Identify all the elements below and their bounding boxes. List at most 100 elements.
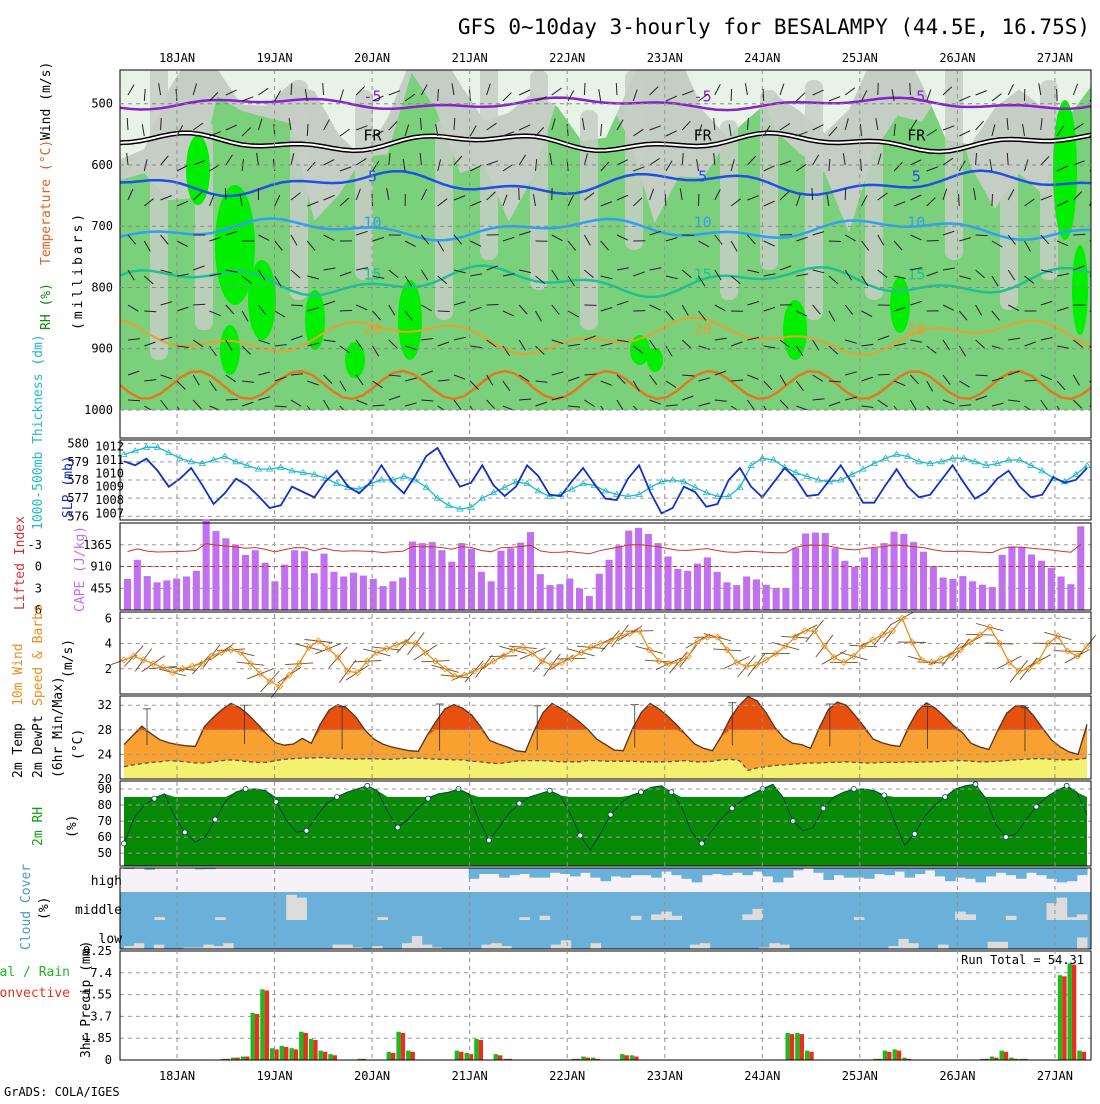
precip-total-bar bbox=[241, 1057, 245, 1061]
cloud-middle-gap bbox=[286, 895, 297, 920]
cape-bar bbox=[183, 577, 190, 611]
wind-barb bbox=[616, 83, 617, 95]
date-label-bottom: 27JAN bbox=[1037, 1069, 1073, 1083]
date-label-top: 20JAN bbox=[354, 51, 390, 65]
wind-tick-label: 2 bbox=[105, 662, 112, 676]
cloud-middle-gap bbox=[651, 914, 662, 920]
cloud-low-gap bbox=[154, 945, 164, 949]
cloud-high-bar bbox=[1006, 868, 1017, 875]
wind-barb bbox=[976, 235, 988, 236]
cape-bar bbox=[792, 548, 799, 610]
cloud-high-bar bbox=[905, 868, 916, 878]
cape-bar bbox=[212, 531, 219, 610]
cape-bar bbox=[684, 571, 691, 610]
rh-saturated-spot bbox=[1053, 100, 1077, 240]
cloud-high-bar bbox=[702, 868, 713, 875]
wind-barb bbox=[845, 188, 846, 200]
lifted-index-tick-label: 0 bbox=[35, 560, 42, 574]
date-label-top: 21JAN bbox=[452, 51, 488, 65]
cloud-high-bar bbox=[671, 868, 682, 875]
precip-unit-label: 3hr Precip (mm) bbox=[79, 941, 94, 1058]
cloud-middle-gap bbox=[1057, 898, 1068, 920]
cape-bar bbox=[1048, 568, 1055, 610]
precip-convective-bar bbox=[1004, 1052, 1008, 1060]
precip-convective-bar bbox=[304, 1033, 308, 1060]
cape-bar bbox=[782, 588, 789, 610]
pressure-tick-label: 800 bbox=[91, 280, 113, 294]
rh-point bbox=[669, 790, 674, 795]
cloud-high-bar bbox=[945, 868, 956, 881]
date-label-top: 25JAN bbox=[842, 51, 878, 65]
cloud-middle-gap bbox=[1047, 903, 1058, 920]
cape-bar bbox=[704, 557, 711, 610]
temp-unit-label: (°C) bbox=[71, 729, 86, 760]
cape-bar bbox=[625, 531, 632, 610]
wind-barb bbox=[193, 304, 205, 305]
cape-bar bbox=[576, 589, 583, 611]
precip-total-bar bbox=[620, 1054, 624, 1060]
wind-barb bbox=[829, 241, 841, 242]
cloud-middle-gap bbox=[296, 898, 307, 920]
contour-label: 10 bbox=[694, 213, 712, 231]
cape-bar bbox=[920, 552, 927, 610]
precip-total-bar bbox=[455, 1051, 459, 1060]
cape-bar bbox=[841, 561, 848, 610]
cape-bar bbox=[419, 543, 426, 610]
date-label-bottom: 25JAN bbox=[842, 1069, 878, 1083]
rh-dry-streak bbox=[150, 60, 168, 360]
rh-saturated-spot bbox=[647, 348, 663, 372]
rh-tick-label: 50 bbox=[98, 846, 112, 860]
rh-point bbox=[426, 796, 431, 801]
cloud-high-bar bbox=[813, 868, 824, 873]
precip-convective-bar bbox=[255, 1014, 259, 1060]
cape-bar bbox=[723, 582, 730, 610]
cloud-middle-gap bbox=[671, 916, 682, 920]
cloud-high-bar bbox=[692, 868, 703, 882]
wind-barb bbox=[161, 118, 162, 130]
cape-bar bbox=[1058, 577, 1065, 611]
slp-label: SLP (mb) bbox=[61, 455, 76, 518]
rh2m-unit-label: (%) bbox=[65, 815, 80, 838]
cloud-high-bar bbox=[1036, 868, 1047, 875]
rh-dry-streak bbox=[530, 70, 548, 290]
cape-bar bbox=[154, 582, 161, 610]
contour-label: 20 bbox=[907, 321, 925, 339]
cloud-low-gap bbox=[481, 945, 491, 949]
precip-total-bar bbox=[1000, 1051, 1004, 1060]
precip-total-bar bbox=[387, 1052, 391, 1060]
wind-barb bbox=[340, 310, 352, 311]
cloud-low-gap bbox=[700, 943, 710, 949]
precip-tick-label: 0 bbox=[105, 1053, 112, 1067]
precip-total-bar bbox=[328, 1054, 332, 1060]
cape-bar bbox=[468, 549, 475, 610]
precip-convective-bar bbox=[634, 1057, 638, 1061]
cape-bar bbox=[340, 577, 347, 611]
cape-bar bbox=[674, 569, 681, 610]
cloud-middle-background bbox=[120, 892, 1091, 920]
cloud-high-bar bbox=[844, 868, 855, 878]
cloud-low-gap bbox=[412, 936, 422, 949]
cloud-unit-label: (%) bbox=[37, 897, 52, 920]
cloud-middle-gap bbox=[661, 912, 672, 920]
precip-convective-bar bbox=[897, 1051, 901, 1060]
cloud-high-bar bbox=[1016, 868, 1027, 879]
cloud-high-bar bbox=[712, 868, 723, 874]
cape-bar bbox=[910, 542, 917, 610]
rh-saturated-spot bbox=[305, 290, 325, 350]
precip-convective-bar bbox=[391, 1053, 395, 1060]
wind-barb bbox=[927, 241, 939, 242]
cloud-low-gap bbox=[690, 945, 700, 949]
cape-bar bbox=[193, 571, 200, 610]
cape-bar bbox=[242, 555, 249, 610]
cape-bar bbox=[714, 572, 721, 610]
pressure-tick-label: 600 bbox=[91, 158, 113, 172]
cape-bar bbox=[291, 550, 298, 610]
cloud-low-gap bbox=[591, 943, 601, 949]
date-label-top: 18JAN bbox=[159, 51, 195, 65]
cloud-middle-gap bbox=[1067, 917, 1078, 920]
cape-bar bbox=[281, 565, 288, 610]
precip-total-bar bbox=[786, 1033, 790, 1060]
cape-bar bbox=[1077, 526, 1084, 610]
cloud-low-gap bbox=[988, 942, 998, 949]
cloud-high-bar bbox=[1026, 868, 1037, 873]
